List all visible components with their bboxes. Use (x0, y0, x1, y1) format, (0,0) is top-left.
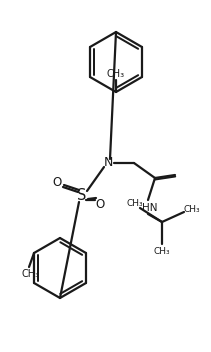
Text: CH₃: CH₃ (127, 199, 143, 207)
Text: O: O (52, 176, 62, 189)
Text: N: N (103, 157, 113, 170)
Text: CH₃: CH₃ (22, 269, 40, 279)
Text: S: S (77, 189, 87, 203)
Text: HN: HN (142, 203, 158, 213)
Text: CH₃: CH₃ (107, 69, 125, 79)
Text: O: O (95, 199, 105, 212)
Text: CH₃: CH₃ (154, 247, 170, 257)
Text: CH₃: CH₃ (184, 205, 200, 214)
